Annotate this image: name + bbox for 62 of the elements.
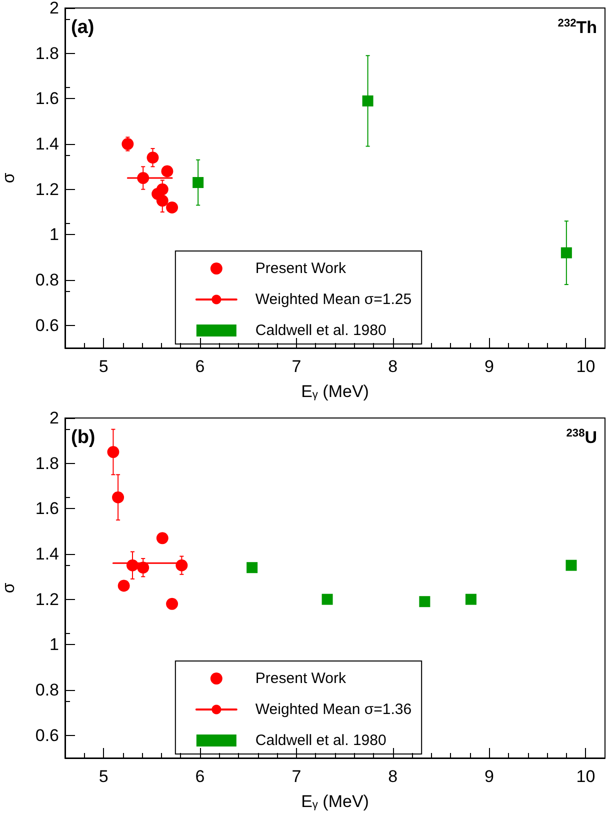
point (161, 165, 174, 178)
point (156, 532, 168, 544)
point (156, 194, 168, 207)
y-tick-label: 1.8 (35, 44, 59, 63)
point (122, 138, 134, 150)
y-tick-label: 2 (50, 0, 59, 18)
y-tick-label: 1.4 (35, 544, 59, 564)
point (322, 594, 333, 605)
y-tick-label: 0.8 (35, 270, 59, 290)
point (192, 177, 204, 188)
legend-label: Present Work (255, 260, 346, 277)
x-tick-label: 6 (195, 767, 205, 786)
x-tick-label: 9 (484, 767, 494, 786)
point (246, 562, 258, 574)
y-tick-label: 1 (50, 635, 59, 654)
annotation: (a) (71, 17, 94, 38)
point (566, 560, 577, 571)
x-tick-label: 6 (195, 357, 205, 376)
point (362, 95, 374, 106)
y-tick-label: 2 (50, 408, 59, 428)
x-tick-label: 10 (576, 767, 596, 786)
legend-label: Weighted Mean σ=1.36 (255, 701, 412, 718)
point (107, 446, 120, 458)
x-axis-title: Eγ (MeV) (301, 382, 369, 402)
point (137, 172, 150, 184)
x-tick-label: 10 (576, 357, 596, 376)
point (126, 559, 138, 572)
y-tick-label: 0.6 (35, 726, 59, 745)
y-tick-label: 1.2 (35, 590, 59, 609)
annotation: (b) (71, 427, 96, 448)
x-tick-label: 8 (388, 767, 398, 786)
point (166, 201, 178, 214)
point (112, 491, 124, 504)
x-tick-label: 7 (292, 357, 302, 376)
x-tick-label: 5 (98, 357, 108, 376)
y-tick-label: 1.8 (35, 454, 59, 473)
y-tick-label: 1.6 (35, 499, 59, 518)
point (146, 152, 159, 164)
point (118, 580, 130, 592)
legend-label: Weighted Mean σ=1.25 (255, 291, 412, 308)
legend-label: Caldwell et al. 1980 (255, 322, 386, 339)
x-tick-label: 8 (388, 357, 398, 376)
x-tick-label: 7 (292, 767, 302, 786)
y-axis-title: σ (0, 582, 18, 594)
point (465, 594, 476, 605)
legend-label: Caldwell et al. 1980 (255, 732, 386, 749)
x-tick-label: 5 (98, 767, 108, 786)
x-axis-title: Eγ (MeV) (301, 792, 369, 812)
y-tick-label: 1 (50, 225, 59, 244)
x-tick-label: 9 (484, 357, 494, 376)
point (176, 559, 188, 572)
y-axis-title: σ (0, 172, 18, 184)
point (419, 596, 430, 608)
y-tick-label: 0.8 (35, 680, 59, 700)
y-tick-label: 1.2 (35, 180, 59, 199)
point (560, 247, 572, 258)
y-tick-label: 1.6 (35, 89, 59, 108)
point (137, 562, 150, 574)
legend-label: Present Work (255, 670, 346, 687)
y-tick-label: 1.4 (35, 134, 59, 154)
point (166, 598, 178, 610)
y-tick-label: 0.6 (35, 316, 59, 335)
